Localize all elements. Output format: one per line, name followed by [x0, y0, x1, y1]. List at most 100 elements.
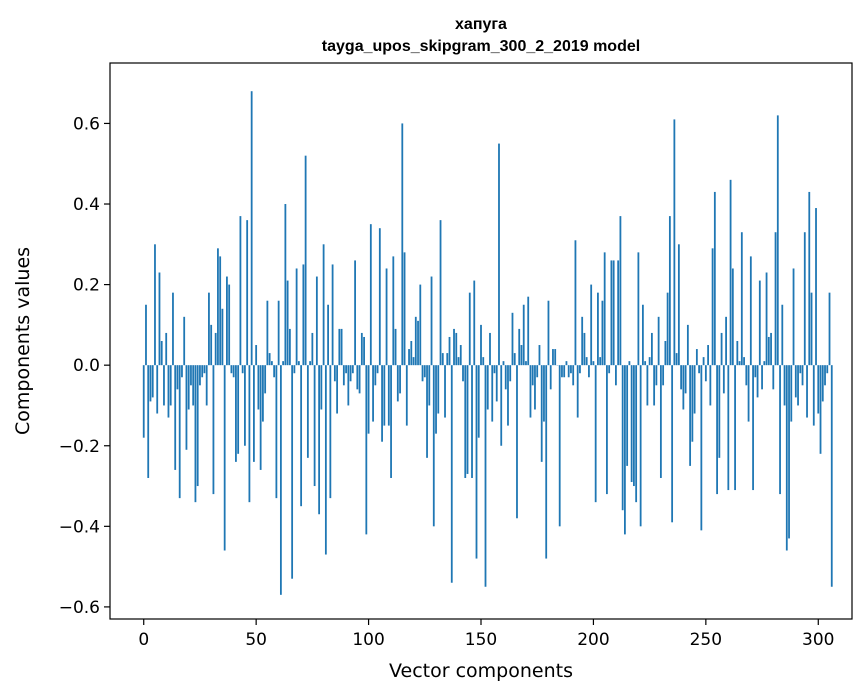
bar: [419, 284, 422, 366]
bar: [376, 365, 379, 374]
bar: [635, 365, 638, 503]
bar: [756, 365, 759, 398]
bar: [475, 365, 478, 559]
bar: [646, 365, 649, 406]
bar: [205, 365, 208, 406]
bar: [464, 365, 467, 478]
bar: [453, 328, 455, 366]
bar: [410, 341, 413, 366]
bar: [187, 365, 190, 410]
bar: [725, 316, 727, 366]
bar: [585, 357, 588, 366]
bar: [232, 365, 235, 378]
y-axis: −0.6 −0.4 −0.2 0.0 0.2 0.4 0.6: [59, 114, 110, 618]
x-tick-label: 100: [352, 630, 384, 650]
bar: [324, 365, 327, 555]
bar: [248, 365, 251, 503]
bar: [662, 365, 665, 386]
bar: [356, 365, 359, 390]
bar: [401, 123, 404, 366]
bar: [250, 91, 253, 366]
bar: [657, 316, 660, 366]
bar: [221, 308, 224, 366]
bar: [257, 365, 260, 410]
bar: [329, 365, 332, 499]
bar: [165, 332, 168, 366]
bar: [426, 365, 428, 458]
bar: [639, 365, 642, 527]
bar: [821, 365, 824, 402]
bar: [633, 365, 635, 487]
bar: [738, 361, 741, 366]
bar: [637, 252, 640, 366]
bar: [785, 365, 788, 551]
bar: [194, 365, 197, 503]
bar: [689, 365, 692, 466]
bar: [767, 336, 770, 366]
bar: [273, 365, 276, 378]
bar: [792, 268, 795, 366]
bar: [480, 324, 482, 366]
x-axis-label: Vector components: [389, 660, 573, 682]
bar: [172, 292, 174, 366]
bar: [486, 365, 489, 410]
bar: [208, 292, 210, 366]
bar: [774, 232, 777, 366]
bar: [590, 284, 593, 366]
bar: [185, 365, 188, 450]
bar: [776, 115, 779, 366]
bar: [297, 361, 300, 366]
bar: [455, 332, 458, 366]
bar: [722, 365, 725, 394]
bar: [691, 365, 694, 442]
bar: [790, 365, 793, 422]
bar: [322, 244, 325, 366]
bar: [693, 365, 696, 414]
bar: [650, 332, 653, 366]
bar: [428, 365, 431, 406]
bar: [149, 365, 152, 402]
bar: [736, 341, 739, 366]
bar: [592, 361, 595, 366]
bar: [808, 191, 811, 366]
bar: [558, 365, 561, 527]
bar: [246, 220, 249, 366]
bar: [399, 365, 401, 394]
bar: [151, 365, 154, 398]
bar: [493, 365, 496, 374]
bar: [527, 296, 530, 366]
bar: [783, 365, 786, 406]
bar: [675, 353, 678, 366]
x-tick-label: 200: [577, 630, 609, 650]
bar: [754, 365, 757, 378]
bar: [574, 240, 577, 366]
bar: [815, 208, 817, 366]
bar: [734, 365, 736, 491]
bar: [390, 365, 392, 478]
bar: [698, 365, 700, 374]
bar: [302, 264, 305, 366]
bar: [340, 328, 343, 366]
bar: [387, 365, 390, 426]
bar: [259, 365, 262, 470]
bar: [612, 260, 615, 366]
x-tick-label: 250: [690, 630, 722, 650]
bar: [421, 365, 424, 382]
bar: [644, 361, 647, 366]
bar: [163, 365, 165, 406]
bar: [749, 256, 752, 366]
bar: [331, 264, 334, 366]
bar: [435, 365, 437, 434]
bar: [608, 365, 611, 374]
bar: [275, 365, 278, 499]
bar: [583, 332, 586, 366]
x-tick-label: 0: [138, 630, 149, 650]
bar: [201, 365, 204, 378]
y-axis-label: Components values: [12, 247, 34, 435]
bar: [828, 292, 831, 366]
bar: [230, 365, 233, 374]
bar: [824, 365, 826, 386]
bar: [235, 365, 237, 462]
bar: [228, 284, 231, 366]
